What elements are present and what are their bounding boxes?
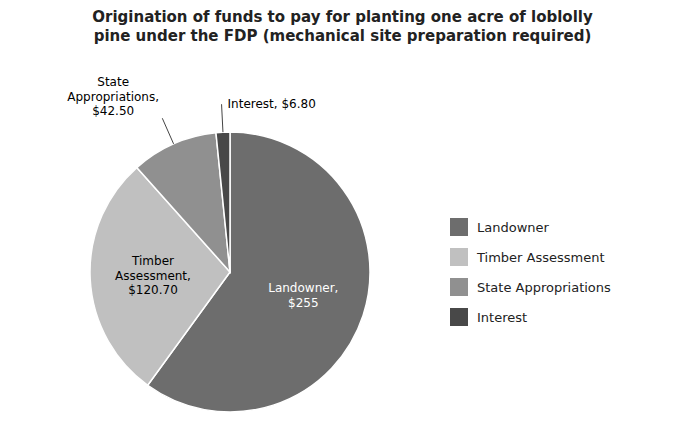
legend-item: Timber Assessment xyxy=(450,248,611,266)
legend-swatch xyxy=(450,218,468,236)
data-label: Timber Assessment, $120.70 xyxy=(115,254,191,297)
data-label: Interest, $6.80 xyxy=(228,97,316,111)
legend-item: Landowner xyxy=(450,218,611,236)
leader-lines xyxy=(162,104,223,144)
leader-line xyxy=(162,118,173,144)
legend: Landowner Timber Assessment State Appropri… xyxy=(450,206,611,338)
legend-item: Interest xyxy=(450,308,611,326)
legend-label: State Appropriations xyxy=(477,280,611,295)
legend-label: Landowner xyxy=(477,220,549,235)
legend-label: Timber Assessment xyxy=(477,250,605,265)
leader-line xyxy=(222,104,223,132)
pie-slice xyxy=(137,133,230,272)
legend-swatch xyxy=(450,248,468,266)
legend-label: Interest xyxy=(477,310,527,325)
legend-swatch xyxy=(450,278,468,296)
chart-title: Origination of funds to pay for planting… xyxy=(0,8,685,46)
legend-item: State Appropriations xyxy=(450,278,611,296)
slices xyxy=(90,132,370,412)
pie-slice xyxy=(216,132,230,272)
pie-canvas xyxy=(0,0,685,442)
chart-root: Origination of funds to pay for planting… xyxy=(0,0,685,442)
data-label: State Appropriations, $42.50 xyxy=(67,75,159,118)
legend-swatch xyxy=(450,308,468,326)
data-label: Landowner, $255 xyxy=(268,281,338,310)
